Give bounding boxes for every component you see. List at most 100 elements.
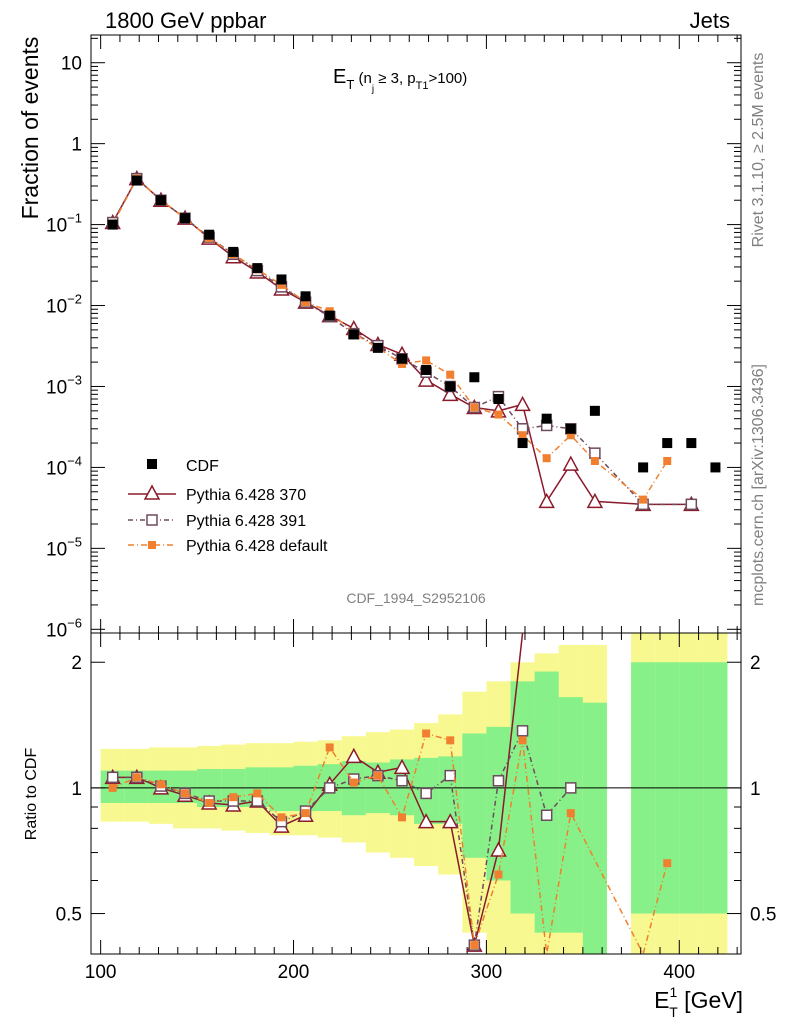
cdf-point xyxy=(372,342,383,353)
p370-line xyxy=(112,177,692,506)
cdf-point xyxy=(252,263,263,274)
cdf-point xyxy=(565,423,576,434)
axis-ticks: 100 200 300 400 10 1 10−1 10−2 10−3 10−4 10−5 10−6 0… xyxy=(46,35,776,983)
x-axis-label: E1 T [GeV] xyxy=(654,984,743,1020)
pdef-ratio-point xyxy=(422,729,431,738)
p391-ratio-point xyxy=(565,782,577,794)
cdf-point xyxy=(228,246,239,257)
band-inner-segment xyxy=(462,733,487,858)
p391-ratio-point xyxy=(106,771,119,784)
pdef-ratio-point xyxy=(470,941,479,950)
pdef-point xyxy=(518,431,527,440)
pdef-ratio-point xyxy=(398,813,407,822)
pdef-point xyxy=(590,457,599,466)
y-tick-label-ratio-right: 0.5 xyxy=(750,905,776,926)
cdf-point xyxy=(541,413,552,424)
legend-marker-p370 xyxy=(143,484,161,500)
pdef-ratio-point xyxy=(325,743,334,752)
y-tick-label-top: 10−5 xyxy=(46,534,82,560)
pdef-point xyxy=(301,298,310,307)
cdf-point xyxy=(180,213,191,224)
pdef-ratio-point xyxy=(277,813,286,822)
y-tick-label-top: 10 xyxy=(61,54,82,75)
pdef-point xyxy=(422,356,431,365)
data-series xyxy=(104,170,721,957)
cdf-point xyxy=(638,462,649,473)
p370-point xyxy=(514,395,531,412)
p391-ratio-point xyxy=(444,769,456,782)
pdef-point xyxy=(398,359,407,368)
y-tick-label-top: 10−1 xyxy=(46,211,82,237)
p370-point xyxy=(417,371,435,387)
pdef-point xyxy=(494,410,503,419)
p391-ratio-point xyxy=(540,809,553,821)
band-inner-segment xyxy=(534,671,559,933)
pdef-ratio-point xyxy=(229,793,238,802)
cdf-point xyxy=(324,310,335,321)
p391-point xyxy=(685,498,698,511)
p391-ratio-point xyxy=(420,787,432,800)
band-inner-segment xyxy=(486,726,511,881)
p391-ratio-point xyxy=(323,782,336,794)
pdef-line xyxy=(112,177,668,501)
legend-label-p370: Pythia 6.428 370 xyxy=(186,487,306,504)
cdf-point xyxy=(662,438,673,449)
pdef-ratio-point xyxy=(156,780,165,789)
pdef-ratio-point xyxy=(181,789,190,798)
cdf-point xyxy=(589,405,600,416)
legend-marker-p391 xyxy=(146,514,158,526)
cdf-point xyxy=(276,274,287,285)
x-tick-label: 200 xyxy=(278,962,310,983)
cdf-point xyxy=(421,364,432,375)
y-tick-label-ratio: 1 xyxy=(71,779,82,800)
pdef-ratio-point xyxy=(373,771,382,780)
legend-marker-pdef xyxy=(148,541,156,549)
pdef-ratio-point xyxy=(108,783,117,792)
cdf-point xyxy=(348,329,359,340)
cdf-point xyxy=(107,219,118,230)
cdf-point xyxy=(131,175,142,186)
plot-frames xyxy=(90,34,742,955)
legend-item-p370: Pythia 6.428 370 xyxy=(128,484,306,504)
pdef-point xyxy=(663,457,672,466)
p391-ratio-line xyxy=(112,728,572,946)
y-tick-label-ratio: 2 xyxy=(71,653,82,674)
legend-item-p391: Pythia 6.428 391 xyxy=(128,513,306,530)
pdef-ratio-point xyxy=(494,870,503,879)
p391-ratio-point xyxy=(396,775,408,787)
p391-point xyxy=(589,447,601,459)
p370-ratio-point xyxy=(441,813,459,829)
y-tick-label-ratio: 0.5 xyxy=(56,905,82,926)
cdf-point xyxy=(204,229,215,240)
ratio-y-axis-label: Ratio to CDF xyxy=(23,748,40,841)
pdef-ratio-point xyxy=(518,736,527,745)
x-tick-label: 400 xyxy=(663,962,695,983)
cdf-point xyxy=(155,195,166,206)
pdef-point xyxy=(566,431,575,440)
x-tick-label: 300 xyxy=(471,962,503,983)
band-inner-segment xyxy=(269,767,294,812)
legend-label-p391: Pythia 6.428 391 xyxy=(186,513,306,530)
y-tick-label-top: 10−6 xyxy=(46,615,82,641)
p391-ratio-point xyxy=(516,725,529,737)
legend-marker-cdf xyxy=(147,459,157,469)
pdef-ratio-point xyxy=(205,799,214,808)
cdf-point xyxy=(300,291,311,302)
legend-label-pdef: Pythia 6.428 default xyxy=(186,538,328,555)
pdef-point xyxy=(446,370,455,379)
legend-item-pdef: Pythia 6.428 default xyxy=(128,538,328,555)
pdef-point xyxy=(277,280,286,289)
band-inner-segment xyxy=(582,702,607,954)
p391-line xyxy=(112,177,692,506)
rivet-version-label: Rivet 3.1.10, ≥ 2.5M events xyxy=(750,53,767,248)
pdef-point xyxy=(470,403,479,412)
cdf-point xyxy=(493,394,504,405)
pdef-ratio-point xyxy=(566,809,575,818)
pdef-ratio-point xyxy=(349,778,358,787)
mcplots-reference-label: mcplots.cern.ch [arXiv:1306.3436] xyxy=(750,364,767,606)
top-y-axis-label: Fraction of events xyxy=(17,37,43,220)
cdf-point xyxy=(445,381,456,392)
x-tick-label: 100 xyxy=(85,962,117,983)
header-right: Jets xyxy=(690,8,730,33)
